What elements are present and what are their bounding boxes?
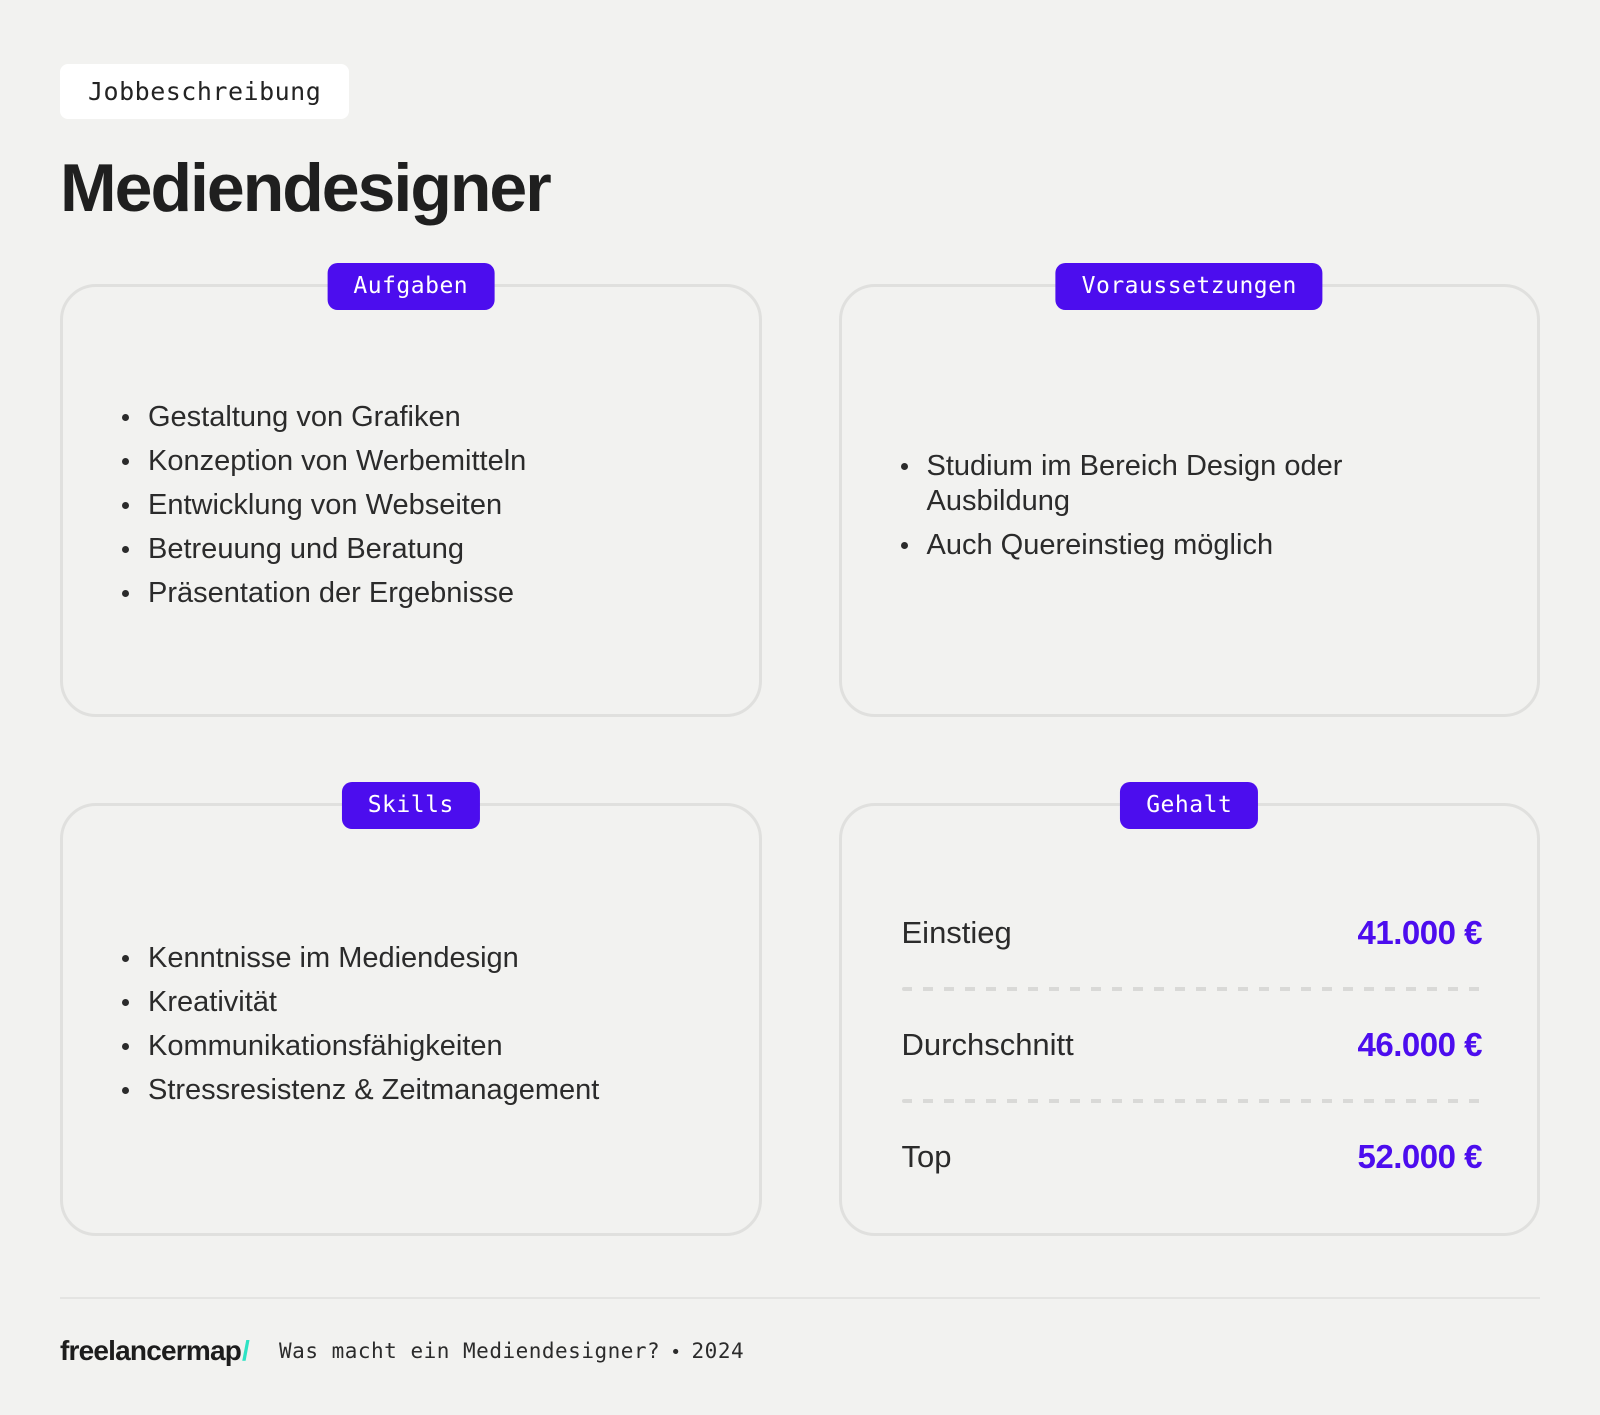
footer-year: 2024: [691, 1339, 745, 1363]
list-item: Kreativität: [118, 985, 663, 1020]
salary-row-durchschnitt: Durchschnitt 46.000 €: [902, 1018, 1483, 1072]
aufgaben-list: Gestaltung von Grafiken Konzeption von W…: [118, 400, 719, 611]
skills-badge: Skills: [341, 782, 480, 829]
salary-label: Einstieg: [901, 915, 1012, 950]
list-item: Betreuung und Beratung: [118, 532, 663, 567]
list-item: Kenntnisse im Mediendesign: [118, 941, 663, 976]
aufgaben-content: Gestaltung von Grafiken Konzeption von W…: [63, 287, 759, 714]
card-gehalt: Gehalt Einstieg 41.000 € Durchschnitt 46…: [838, 782, 1540, 1236]
list-item: Stressresistenz & Zeitmanagement: [118, 1073, 663, 1108]
voraussetzungen-list: Studium im Bereich Design oder Ausbildun…: [897, 449, 1498, 563]
dashed-divider: [901, 987, 1482, 991]
page-title: Mediendesigner: [60, 150, 552, 226]
footer-caption-text: Was macht ein Mediendesigner?: [279, 1339, 661, 1363]
voraussetzungen-content: Studium im Bereich Design oder Ausbildun…: [842, 287, 1538, 714]
card-aufgaben: Aufgaben Gestaltung von Grafiken Konzept…: [60, 263, 762, 717]
footer: freelancermap/ Was macht ein Mediendesig…: [60, 1335, 1540, 1367]
list-item: Präsentation der Ergebnisse: [118, 576, 663, 611]
salary-table: Einstieg 41.000 € Durchschnitt 46.000 € …: [842, 806, 1538, 1184]
brand-logo-slash-icon: /: [242, 1335, 250, 1366]
brand-logo-text: freelancermap: [60, 1335, 242, 1366]
footer-separator-dot: •: [670, 1342, 682, 1363]
footer-divider: [60, 1297, 1540, 1299]
dashed-divider: [901, 1099, 1482, 1103]
skills-list: Kenntnisse im Mediendesign Kreativität K…: [118, 941, 719, 1108]
voraussetzungen-badge: Voraussetzungen: [1055, 263, 1323, 310]
salary-label: Durchschnitt: [901, 1027, 1074, 1062]
category-badge: Jobbeschreibung: [60, 64, 350, 119]
card-skills: Skills Kenntnisse im Mediendesign Kreati…: [60, 782, 762, 1236]
list-item: Auch Quereinstieg möglich: [897, 528, 1417, 563]
salary-value: 46.000 €: [1357, 1026, 1483, 1063]
list-item: Konzeption von Werbemitteln: [118, 444, 663, 479]
list-item: Studium im Bereich Design oder Ausbildun…: [897, 449, 1417, 519]
list-item: Kommunikationsfähigkeiten: [118, 1029, 663, 1064]
salary-label: Top: [901, 1139, 952, 1174]
salary-row-top: Top 52.000 €: [902, 1130, 1483, 1184]
list-item: Gestaltung von Grafiken: [118, 400, 663, 435]
aufgaben-badge: Aufgaben: [327, 263, 495, 310]
footer-caption: Was macht ein Mediendesigner? • 2024: [279, 1339, 744, 1363]
salary-row-einstieg: Einstieg 41.000 €: [902, 906, 1483, 960]
header: Jobbeschreibung Mediendesigner: [0, 0, 1600, 227]
salary-value: 41.000 €: [1357, 914, 1483, 951]
cards-grid: Aufgaben Gestaltung von Grafiken Konzept…: [60, 263, 1540, 1236]
gehalt-badge: Gehalt: [1120, 782, 1259, 829]
salary-value: 52.000 €: [1357, 1138, 1483, 1175]
skills-content: Kenntnisse im Mediendesign Kreativität K…: [63, 806, 759, 1233]
card-voraussetzungen: Voraussetzungen Studium im Bereich Desig…: [838, 263, 1540, 717]
brand-logo: freelancermap/: [60, 1335, 250, 1367]
list-item: Entwicklung von Webseiten: [118, 488, 663, 523]
